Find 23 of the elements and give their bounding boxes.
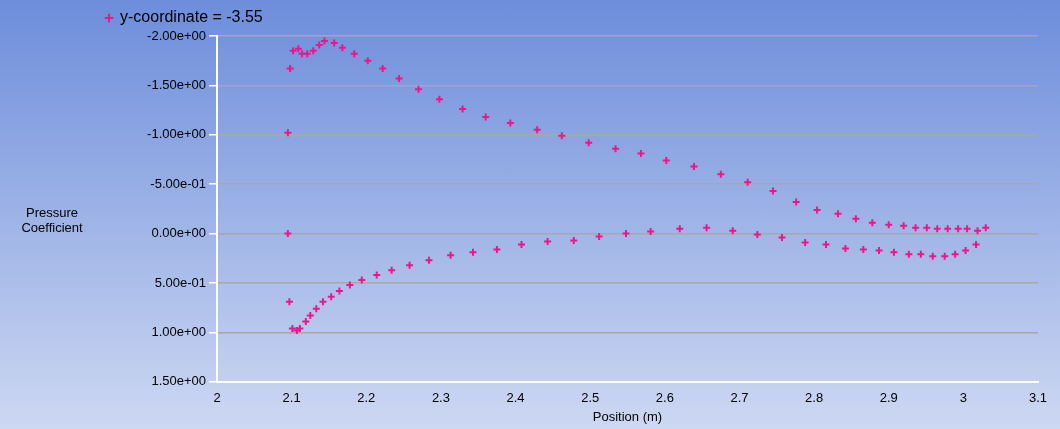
x-tick-label: 2.5 xyxy=(581,390,600,406)
y-tick-label: 5.00e-01 xyxy=(154,274,206,290)
x-tick-label: 2.9 xyxy=(879,390,898,406)
x-tick-label: 2.4 xyxy=(506,390,525,406)
x-tick-label: 2.3 xyxy=(431,390,450,406)
y-tick-label: -1.00e+00 xyxy=(147,126,206,142)
x-axis-title: Position (m) xyxy=(592,408,663,424)
y-axis-title: Pressure Coefficient xyxy=(20,205,84,235)
x-tick-label: 2.8 xyxy=(805,390,824,406)
x-tick-label: 2.7 xyxy=(730,390,749,406)
x-tick-label: 2 xyxy=(213,390,221,406)
legend-label: y-coordinate = -3.55 xyxy=(120,8,263,26)
x-tick-label: 2.2 xyxy=(357,390,376,406)
y-tick-label: 1.00e+00 xyxy=(151,323,206,339)
x-tick-label: 2.1 xyxy=(282,390,301,406)
y-tick-label: -2.00e+00 xyxy=(147,27,206,43)
y-tick-label: -1.50e+00 xyxy=(147,76,206,92)
y-tick-label: 1.50e+00 xyxy=(151,373,206,389)
x-tick-label: 2.6 xyxy=(655,390,674,406)
x-tick-label: 3.1 xyxy=(1028,390,1048,406)
y-tick-label: -5.00e-01 xyxy=(150,175,206,191)
y-tick-label: 0.00e+00 xyxy=(151,225,206,241)
x-tick-label: 3 xyxy=(959,390,967,406)
